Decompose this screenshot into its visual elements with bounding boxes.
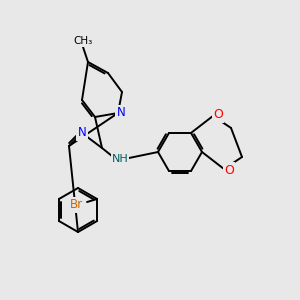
- Text: O: O: [213, 108, 223, 122]
- Text: CH₃: CH₃: [74, 36, 93, 46]
- Text: O: O: [224, 164, 234, 176]
- Text: NH: NH: [112, 154, 128, 164]
- Text: N: N: [117, 106, 125, 119]
- Text: N: N: [78, 127, 86, 140]
- Text: Br: Br: [70, 199, 83, 212]
